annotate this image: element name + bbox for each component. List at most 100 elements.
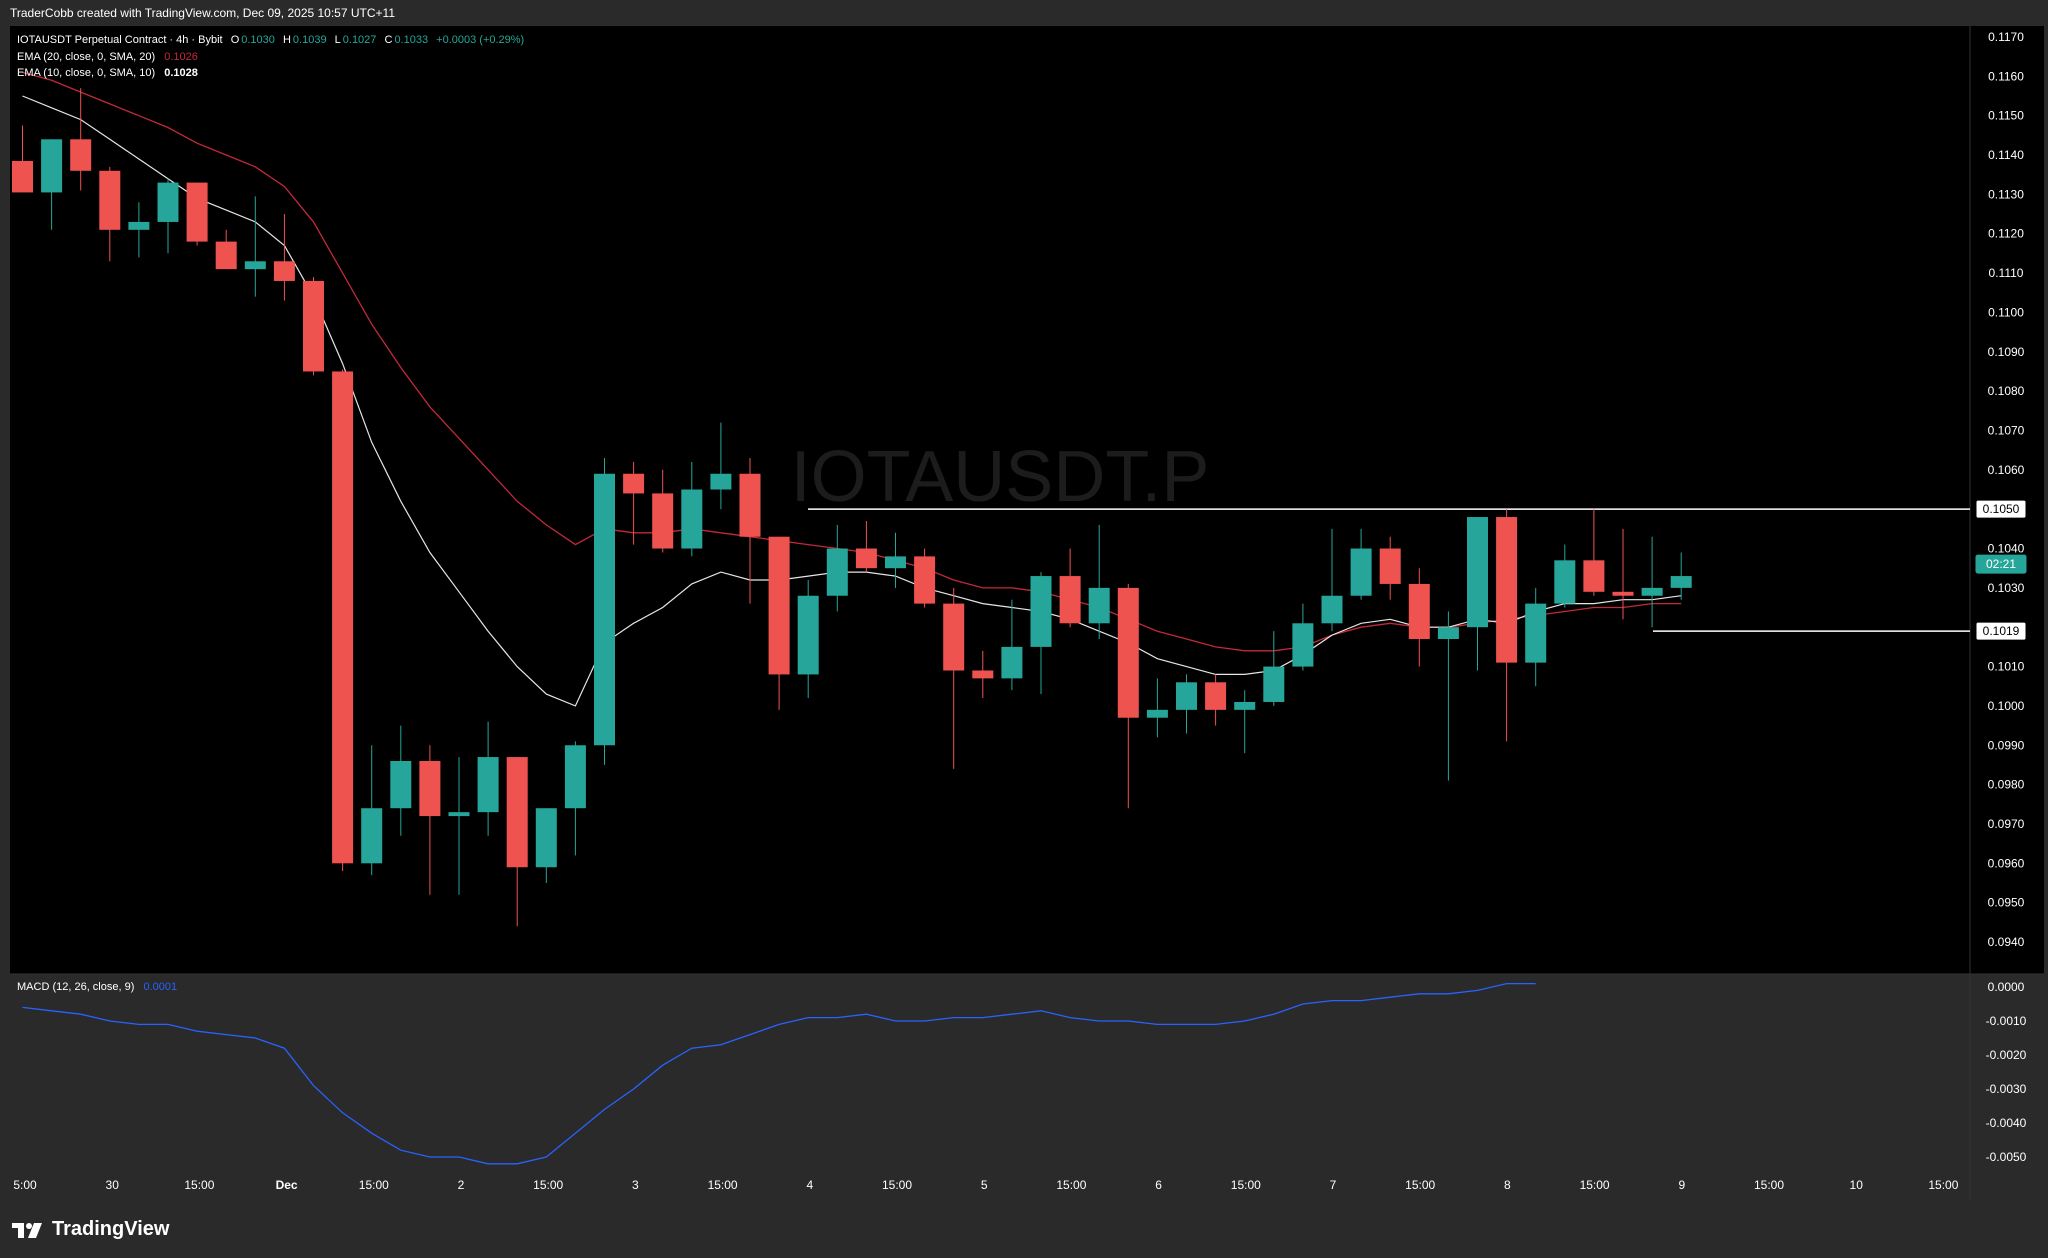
macd-tick-label: -0.0030 — [1986, 1082, 2027, 1096]
candle-up[interactable] — [564, 741, 586, 856]
candle-up[interactable] — [1292, 603, 1314, 671]
candle-body — [885, 556, 906, 569]
candle-body — [70, 139, 92, 171]
trading-chart[interactable]: IOTAUSDT.P 0.1170 0.1160 0.1150 0.1140 0.113… — [0, 26, 2048, 1200]
candle-body — [1146, 709, 1168, 718]
candle-up[interactable] — [885, 532, 906, 588]
legend-c-value: 0.1033 — [394, 34, 428, 46]
time-tick-label: 5:00 — [13, 1178, 37, 1192]
time-tick-label: 15:00 — [1928, 1178, 1958, 1192]
candle-body — [710, 473, 732, 490]
candle-down[interactable] — [99, 166, 121, 262]
candle-down[interactable] — [972, 650, 994, 699]
candle-body — [1176, 682, 1197, 710]
candle-down[interactable] — [652, 469, 674, 553]
candle-up[interactable] — [594, 458, 615, 765]
candle-down[interactable] — [215, 229, 237, 270]
candle-down[interactable] — [768, 536, 790, 710]
candle-body — [1583, 560, 1605, 592]
candle-up[interactable] — [1554, 544, 1576, 608]
candle-body — [128, 221, 150, 230]
candle-up[interactable] — [1641, 536, 1663, 628]
candle-up[interactable] — [41, 139, 63, 230]
candle-up[interactable] — [1437, 611, 1459, 781]
candle-up[interactable] — [535, 808, 557, 883]
candle-down[interactable] — [1205, 674, 1227, 726]
macd-line — [22, 982, 1536, 1165]
candle-down[interactable] — [855, 520, 877, 573]
candle-body — [99, 170, 121, 230]
legend-ema10-label: EMA (10, close, 0, SMA, 10) — [17, 67, 155, 79]
candle-up[interactable] — [1350, 528, 1372, 600]
candle-body — [1117, 587, 1139, 718]
legend-o-label: O — [231, 34, 240, 46]
candle-up[interactable] — [448, 757, 470, 895]
candle-down[interactable] — [1117, 583, 1139, 809]
candle-down[interactable] — [1612, 528, 1634, 620]
candle-up[interactable] — [1030, 572, 1052, 695]
candle-down[interactable] — [506, 757, 528, 927]
badge-label: 02:21 — [1986, 557, 2016, 571]
price-tick-label: 0.1140 — [1988, 148, 2024, 162]
candle-down[interactable] — [1059, 548, 1081, 628]
tradingview-logo[interactable]: TradingView — [12, 1218, 169, 1241]
candle-body — [1350, 548, 1372, 596]
candle-up[interactable] — [1088, 524, 1110, 640]
time-tick-label: 10 — [1850, 1178, 1864, 1192]
candle-up[interactable] — [681, 461, 703, 557]
legend-c-label: C — [384, 34, 392, 46]
candle-body — [419, 761, 441, 817]
candle-up[interactable] — [1263, 631, 1285, 706]
candle-up[interactable] — [1525, 587, 1547, 687]
candle-down[interactable] — [303, 277, 324, 376]
badge-label: 0.1050 — [1983, 502, 2020, 516]
candle-down[interactable] — [70, 88, 92, 191]
candle-up[interactable] — [477, 721, 499, 836]
tradingview-logo-icon — [12, 1222, 42, 1238]
time-tick-label: 9 — [1678, 1178, 1685, 1192]
candle-up[interactable] — [1146, 678, 1168, 738]
legend-l-value: 0.1027 — [343, 34, 377, 46]
candle-down[interactable] — [1379, 536, 1401, 600]
candle-up[interactable] — [361, 745, 383, 876]
candle-body — [186, 182, 208, 242]
candle-down[interactable] — [943, 587, 965, 769]
candle-down[interactable] — [1408, 568, 1430, 667]
price-level-badge: 0.1050 — [1975, 499, 2027, 519]
candle-down[interactable] — [12, 125, 33, 193]
legend-h-label: H — [283, 34, 291, 46]
candle-up[interactable] — [1001, 599, 1023, 691]
candle-up[interactable] — [1234, 690, 1256, 754]
time-tick-label: 3 — [632, 1178, 639, 1192]
candle-up[interactable] — [390, 725, 412, 836]
price-tick-label: 0.1130 — [1988, 187, 2024, 201]
candle-down[interactable] — [623, 461, 645, 545]
candle-down[interactable] — [332, 369, 354, 872]
candle-body — [361, 808, 383, 864]
candle-down[interactable] — [1496, 509, 1518, 742]
candle-body — [12, 160, 33, 193]
candle-up[interactable] — [1176, 674, 1197, 734]
candle-up[interactable] — [128, 202, 150, 258]
candle-up[interactable] — [797, 580, 819, 699]
candle-down[interactable] — [273, 214, 295, 301]
macd-tick-label: 0.0000 — [1988, 980, 2025, 994]
candle-down[interactable] — [419, 745, 441, 895]
macd-tick-label: -0.0050 — [1986, 1150, 2027, 1164]
candle-down[interactable] — [914, 548, 936, 608]
candle-body — [448, 812, 470, 817]
candle-up[interactable] — [826, 524, 848, 612]
candle-up[interactable] — [1467, 517, 1488, 671]
candle-up[interactable] — [1670, 552, 1692, 600]
candle-down[interactable] — [1583, 509, 1605, 596]
candle-up[interactable] — [1321, 528, 1343, 632]
candle-up[interactable] — [157, 178, 179, 254]
candle-up[interactable] — [710, 422, 732, 510]
candle-up[interactable] — [244, 196, 266, 297]
legend-ema20-label: EMA (20, close, 0, SMA, 20) — [17, 51, 155, 63]
time-tick-label: 8 — [1504, 1178, 1511, 1192]
credit-text: TraderCobb created with TradingView.com,… — [10, 6, 395, 20]
candle-down[interactable] — [186, 182, 208, 246]
candle-down[interactable] — [739, 458, 761, 604]
